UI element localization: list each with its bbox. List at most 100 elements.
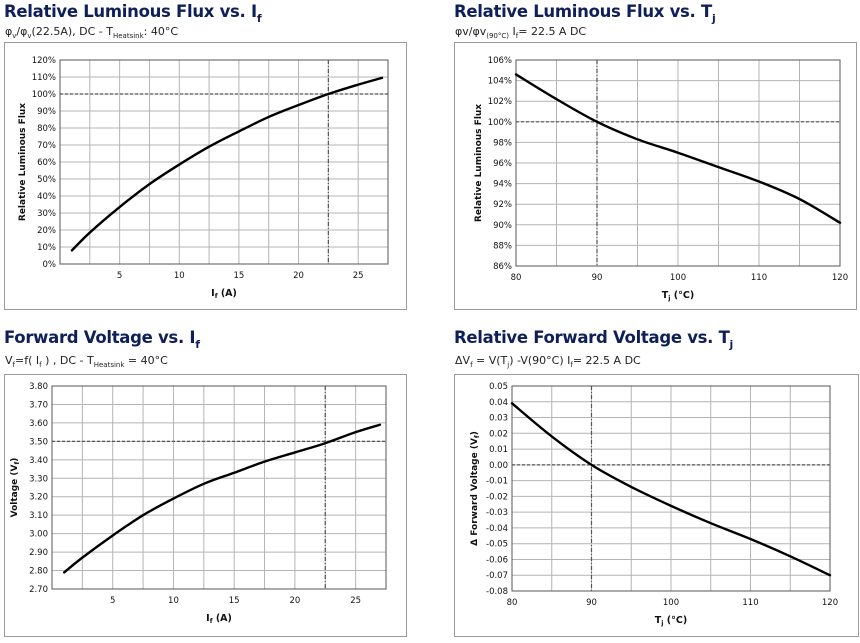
chart-panel-flux-vs-temperature: Relative Luminous Flux vs. Tj φv/φv(90°C… (450, 0, 860, 321)
chart-panel-delta-voltage-vs-temperature: Relative Forward Voltage vs. Tj ΔVf = V(… (450, 322, 860, 643)
y-tick-label: 3.20 (29, 493, 48, 503)
y-tick-label: 98% (493, 138, 512, 148)
y-tick-label: 106% (488, 56, 512, 66)
y-tick-label: -0.05 (486, 540, 508, 550)
y-tick-label: 3.80 (29, 382, 48, 392)
y-tick-label: 90% (493, 221, 512, 231)
y-tick-label: 110% (32, 73, 56, 83)
x-tick-label: 20 (293, 271, 304, 281)
y-tick-label: 0% (43, 260, 57, 270)
x-tick-label: 5 (117, 271, 122, 281)
chart-frame (454, 42, 857, 310)
y-axis-label: Relative Luminous Flux (474, 104, 484, 222)
x-tick-label: 100 (670, 273, 686, 283)
y-tick-label: 94% (493, 180, 512, 190)
y-tick-label: 0.02 (489, 429, 508, 439)
x-tick-label: 10 (168, 596, 179, 606)
y-tick-label: 0.00 (489, 461, 508, 471)
x-tick-label: 90 (592, 273, 603, 283)
y-tick-label: -0.02 (486, 492, 508, 502)
y-tick-label: 3.60 (29, 419, 48, 429)
chart-title: Relative Luminous Flux vs. If (4, 2, 262, 25)
x-tick-label: 100 (663, 598, 679, 608)
y-tick-label: 3.70 (29, 400, 48, 410)
y-tick-label: 120% (32, 56, 56, 66)
series-line (510, 402, 832, 577)
y-tick-label: 60% (37, 158, 56, 168)
y-tick-label: -0.03 (486, 508, 508, 518)
y-tick-label: 3.00 (29, 530, 48, 540)
y-tick-label: 86% (493, 262, 512, 272)
x-tick-label: 120 (822, 598, 838, 608)
y-tick-label: 0.05 (489, 382, 508, 392)
x-tick-label: 90 (586, 598, 597, 608)
y-tick-label: 2.70 (29, 585, 48, 595)
x-tick-label: 15 (233, 271, 244, 281)
y-tick-label: 88% (493, 241, 512, 251)
x-tick-label: 120 (832, 273, 848, 283)
x-tick-label: 110 (751, 273, 767, 283)
y-axis-label: Δ Forward Voltage (Vf) (470, 431, 481, 546)
x-axis-label: If (A) (206, 613, 232, 625)
x-tick-label: 25 (353, 271, 364, 281)
x-tick-label: 80 (507, 598, 518, 608)
chart-title: Relative Forward Voltage vs. Tj (454, 328, 734, 351)
chart-panel-flux-vs-current: Relative Luminous Flux vs. If φv/φv(22.5… (0, 0, 430, 321)
chart-title: Relative Luminous Flux vs. Tj (454, 2, 716, 25)
y-tick-label: -0.01 (486, 477, 508, 487)
x-axis-label: If (A) (211, 288, 237, 300)
chart-delta-voltage-vs-temperature: -0.08 -0.07 -0.06 -0.05 -0.04 -0.03 -0.02 -0.01… (470, 382, 838, 627)
plot-area (515, 59, 841, 267)
y-tick-label: 10% (37, 243, 56, 253)
y-tick-label: -0.04 (486, 524, 508, 534)
series-line (62, 423, 382, 574)
x-tick-label: 110 (742, 598, 758, 608)
x-tick-label: 80 (511, 273, 522, 283)
y-tick-label: 2.80 (29, 567, 48, 577)
chart-title: Forward Voltage vs. If (4, 328, 200, 351)
y-tick-label: 0.03 (489, 414, 508, 424)
y-tick-label: 70% (37, 141, 56, 151)
chart-frame (4, 42, 407, 310)
y-tick-label: 40% (37, 192, 56, 202)
y-tick-label: 96% (493, 159, 512, 169)
chart-voltage-vs-current: 2.70 2.80 2.90 3.00 3.10 3.20 3.30 3.40 3.50 3.60… (10, 382, 387, 625)
series-line (70, 76, 384, 252)
y-tick-label: 50% (37, 175, 56, 185)
y-tick-label: -0.06 (486, 555, 508, 565)
x-tick-label: 5 (110, 596, 115, 606)
y-tick-label: 92% (493, 200, 512, 210)
y-tick-label: 90% (37, 107, 56, 117)
chart-subtitle: ΔVf = V(Tj) -V(90°C) If= 22.5 A DC (455, 354, 641, 369)
y-tick-label: 3.10 (29, 511, 48, 521)
chart-flux-vs-current: 0% 10% 20% 30% 40% 50% 60% 70% 80% 90% 100% 110% 120… (18, 56, 389, 300)
series-line (514, 73, 842, 224)
chart-subtitle: Vf=f( If ) , DC - THeatsink = 40°C (5, 354, 168, 369)
y-axis-label: Relative Luminous Flux (18, 103, 28, 221)
y-tick-label: -0.08 (486, 587, 508, 597)
y-tick-label: 100% (488, 118, 512, 128)
chart-subtitle: φv/φv(22.5A), DC - THeatsink: 40°C (5, 25, 179, 40)
y-tick-label: 3.50 (29, 437, 48, 447)
x-tick-label: 25 (350, 596, 361, 606)
y-tick-label: 3.40 (29, 456, 48, 466)
plot-area (59, 59, 389, 265)
y-axis-label: Voltage (Vf) (10, 458, 21, 518)
y-tick-label: 3.30 (29, 474, 48, 484)
chart-subtitle: φv/φv(90°C) If= 22.5 A DC (455, 25, 587, 40)
y-tick-label: 0.01 (489, 445, 508, 455)
y-tick-label: 0.04 (489, 398, 508, 408)
y-tick-label: -0.07 (486, 571, 508, 581)
plot-area (511, 385, 831, 592)
y-tick-label: 2.90 (29, 548, 48, 558)
y-tick-label: 104% (488, 77, 512, 87)
x-tick-label: 20 (289, 596, 300, 606)
x-axis-label: Tj (°C) (662, 290, 694, 302)
chart-panel-voltage-vs-current: Forward Voltage vs. If Vf=f( If ) , DC -… (0, 322, 430, 643)
y-tick-label: 100% (32, 90, 56, 100)
y-tick-label: 20% (37, 226, 56, 236)
y-tick-label: 102% (488, 97, 512, 107)
y-tick-label: 80% (37, 124, 56, 134)
chart-frame (4, 374, 407, 637)
x-tick-label: 15 (229, 596, 240, 606)
